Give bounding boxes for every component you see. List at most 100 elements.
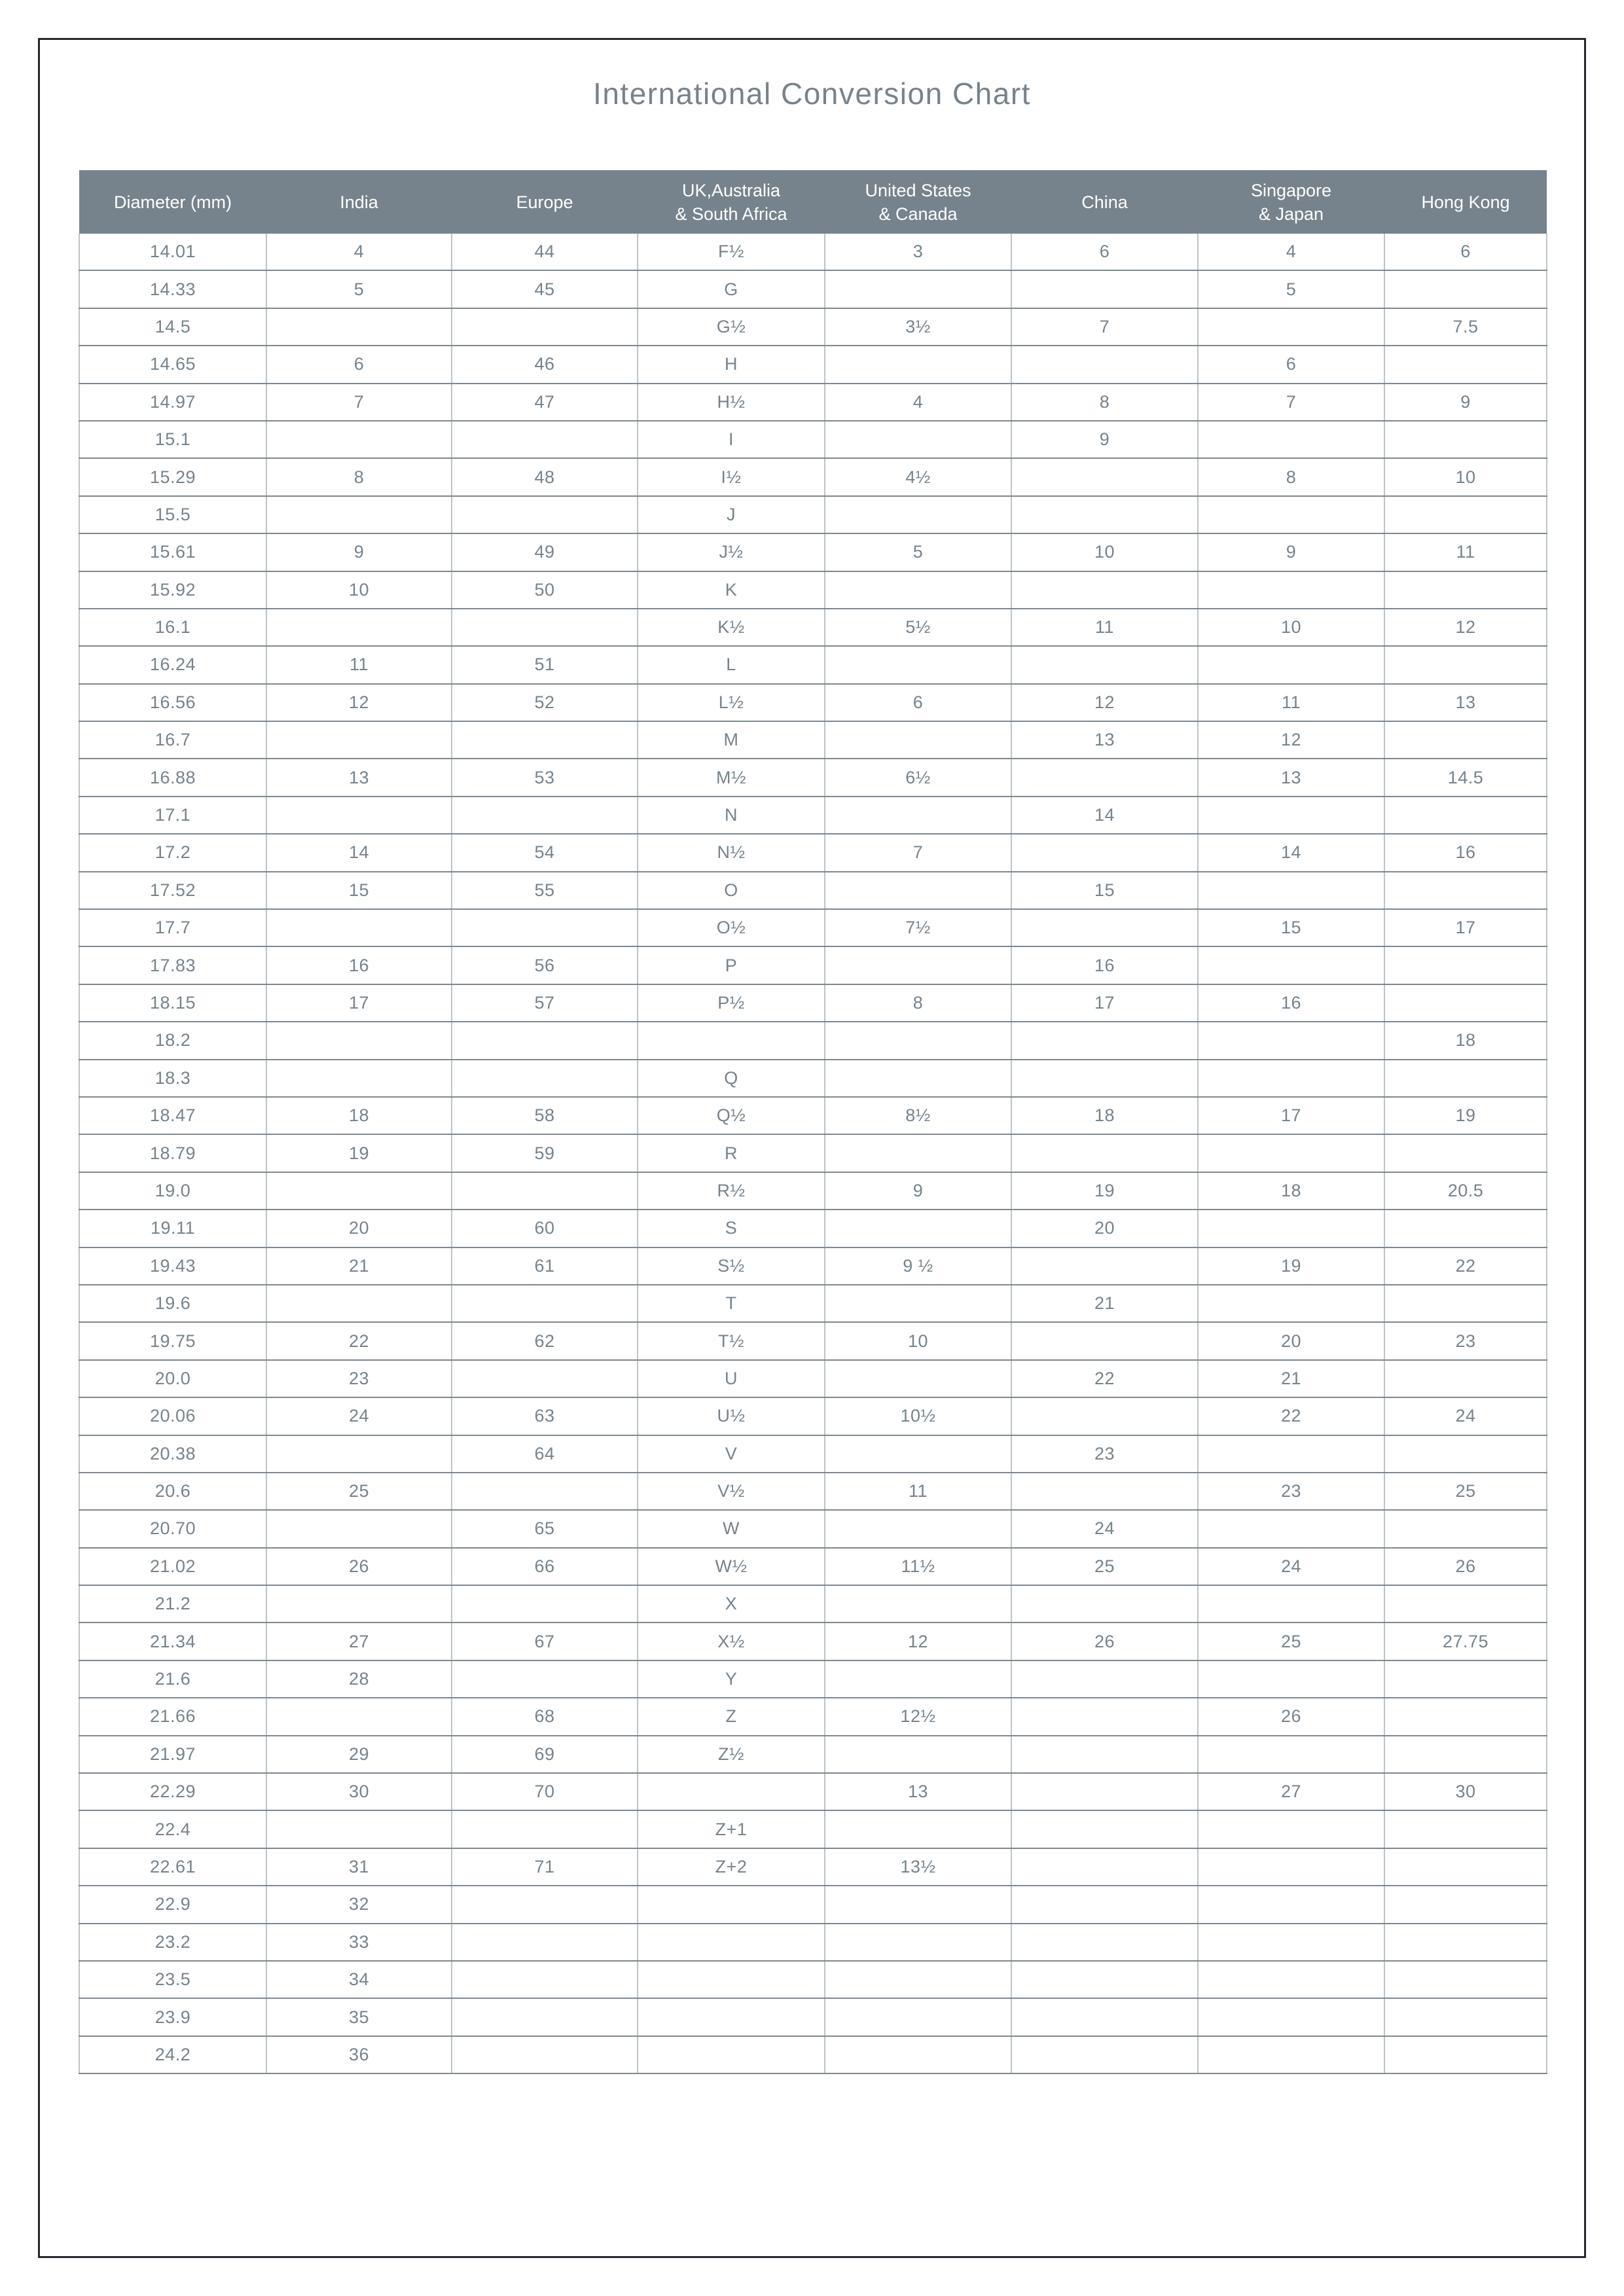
cell: 10 <box>1384 458 1547 497</box>
cell <box>451 308 638 347</box>
cell: 30 <box>266 1773 452 1812</box>
cell: 9 ½ <box>824 1247 1011 1285</box>
cell: 16.1 <box>79 608 266 647</box>
cell: 20.6 <box>79 1472 266 1511</box>
cell: 69 <box>451 1735 638 1774</box>
cell: 12 <box>266 683 452 723</box>
cell: Q½ <box>637 1096 825 1136</box>
cell: P <box>637 946 825 985</box>
table-row: 23.2 33 <box>79 1923 1547 1962</box>
cell <box>1011 1698 1198 1736</box>
cell <box>1197 871 1384 910</box>
cell <box>1197 1660 1384 1699</box>
cell <box>1384 1059 1547 1098</box>
cell: N½ <box>637 834 825 872</box>
cell: S <box>637 1210 825 1248</box>
table-row: 20.6 25 V½ 11 23 25 <box>79 1472 1547 1511</box>
cell <box>824 1510 1011 1549</box>
cell: 15.92 <box>79 571 266 609</box>
cell: 21 <box>266 1247 452 1285</box>
cell <box>1011 346 1198 384</box>
column-header: Singapore & Japan <box>1198 170 1384 234</box>
cell: X½ <box>637 1623 825 1661</box>
cell: 8½ <box>824 1096 1011 1136</box>
cell <box>1384 1886 1547 1924</box>
cell: M <box>637 721 825 760</box>
cell <box>824 1886 1011 1924</box>
table-row: 17.2 14 54 N½ 7 14 16 <box>79 834 1547 872</box>
cell: 14 <box>1011 796 1198 835</box>
cell: 17 <box>1384 909 1547 948</box>
column-header: China <box>1011 170 1198 234</box>
cell <box>824 1998 1011 2037</box>
cell: 48 <box>451 458 638 497</box>
cell <box>266 495 452 535</box>
column-header: Europe <box>452 170 638 234</box>
cell: 51 <box>451 646 638 685</box>
table-header: Diameter (mm) India Europe UK,Australia & S… <box>79 170 1547 234</box>
cell: 13 <box>1197 759 1384 797</box>
cell: 9 <box>266 533 452 572</box>
cell: V <box>637 1435 825 1473</box>
cell <box>824 571 1011 609</box>
cell <box>451 1660 638 1699</box>
cell <box>824 1284 1011 1323</box>
cell: 18.3 <box>79 1059 266 1098</box>
cell: 7 <box>266 383 452 422</box>
cell <box>824 2036 1011 2075</box>
cell: 26 <box>266 1547 452 1587</box>
cell: O½ <box>637 909 825 948</box>
cell: T <box>637 1284 825 1323</box>
cell <box>451 721 638 760</box>
table-row: 24.2 36 <box>79 2036 1547 2075</box>
cell <box>1197 420 1384 459</box>
cell: 18 <box>1197 1172 1384 1211</box>
cell <box>451 1059 638 1098</box>
cell: 7 <box>1197 383 1384 422</box>
cell: K½ <box>637 608 825 647</box>
cell: 20.06 <box>79 1397 266 1436</box>
cell: 20 <box>1011 1210 1198 1248</box>
cell: 65 <box>451 1510 638 1549</box>
cell: 7 <box>1011 308 1198 347</box>
cell: 10 <box>1011 533 1198 572</box>
cell: 25 <box>1384 1472 1547 1511</box>
cell: 30 <box>1384 1773 1547 1812</box>
cell <box>1384 2036 1547 2075</box>
cell: 20.70 <box>79 1510 266 1549</box>
cell: 36 <box>266 2036 452 2075</box>
cell <box>1197 1585 1384 1624</box>
cell <box>1011 1923 1198 1962</box>
cell <box>637 1923 825 1962</box>
cell: 28 <box>266 1660 452 1699</box>
cell: 14.5 <box>1384 759 1547 797</box>
cell: 68 <box>451 1698 638 1736</box>
cell: 50 <box>451 571 638 609</box>
table-row: 20.38 64 V 23 <box>79 1435 1547 1473</box>
cell: 15 <box>1011 871 1198 910</box>
cell: L½ <box>637 683 825 723</box>
cell <box>1011 1134 1198 1173</box>
cell: 17 <box>266 984 452 1023</box>
column-header: Diameter (mm) <box>79 170 266 234</box>
cell: 10½ <box>824 1397 1011 1436</box>
cell: G <box>637 270 825 309</box>
cell: 70 <box>451 1773 638 1812</box>
cell: I½ <box>637 458 825 497</box>
table-row: 23.5 34 <box>79 1960 1547 2000</box>
cell: 21.6 <box>79 1660 266 1699</box>
cell <box>1011 1998 1198 2037</box>
cell: 14.01 <box>79 234 266 272</box>
cell: 15.5 <box>79 495 266 535</box>
cell <box>1197 1923 1384 1962</box>
cell: 6½ <box>824 759 1011 797</box>
column-header: Hong Kong <box>1384 170 1547 234</box>
cell <box>1197 1810 1384 1849</box>
cell: 21 <box>1197 1359 1384 1399</box>
cell <box>451 495 638 535</box>
cell: 16 <box>1384 834 1547 872</box>
cell: 20.0 <box>79 1359 266 1399</box>
cell: 24.2 <box>79 2036 266 2075</box>
cell: 11 <box>266 646 452 685</box>
cell <box>1011 1397 1198 1436</box>
